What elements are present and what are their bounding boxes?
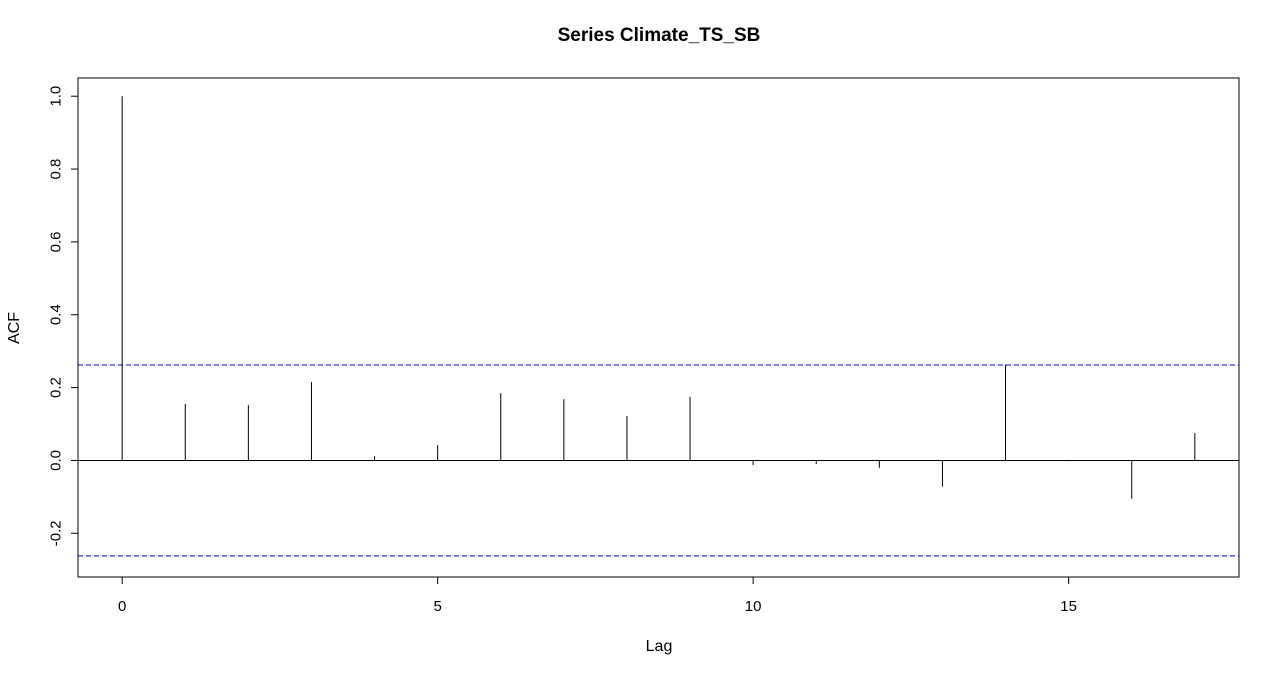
y-tick-label: -0.2 bbox=[47, 520, 64, 546]
y-axis: -0.2 0.0 0.2 0.4 0.6 0.8 1.0 bbox=[47, 86, 79, 546]
y-tick-label: 0.0 bbox=[47, 450, 64, 471]
chart-title: Series Climate_TS_SB bbox=[558, 25, 761, 46]
x-tick-label: 0 bbox=[118, 598, 126, 615]
y-tick-label: 0.4 bbox=[47, 304, 64, 325]
x-axis: 0 5 10 15 bbox=[118, 576, 1077, 615]
plot-frame bbox=[77, 77, 1240, 578]
y-tick-label: 1.0 bbox=[47, 86, 64, 107]
y-tick-label: 0.2 bbox=[47, 377, 64, 398]
y-axis-label: ACF bbox=[6, 312, 23, 344]
acf-bars bbox=[78, 96, 1239, 557]
y-tick-label: 0.8 bbox=[47, 159, 64, 180]
x-axis-label: Lag bbox=[646, 638, 673, 655]
y-tick-label: 0.6 bbox=[47, 231, 64, 252]
x-tick-label: 15 bbox=[1060, 598, 1077, 615]
x-tick-label: 5 bbox=[433, 598, 441, 615]
x-tick-label: 10 bbox=[745, 598, 762, 615]
